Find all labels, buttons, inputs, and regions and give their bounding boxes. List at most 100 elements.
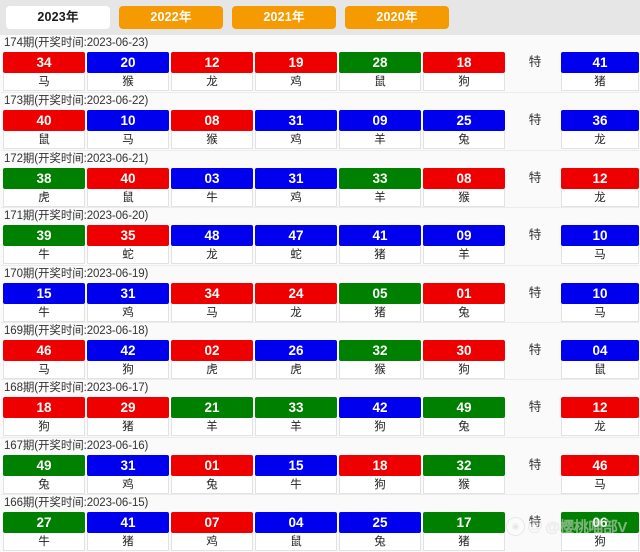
- draw-ball: 05 猪: [339, 282, 421, 323]
- ball-number: 39: [3, 225, 85, 247]
- special-ball: 06 狗: [561, 512, 639, 552]
- ball-zodiac: 羊: [339, 131, 421, 150]
- ball-zodiac: 龙: [255, 303, 337, 322]
- ball-number: 32: [423, 454, 505, 476]
- ball-number: 47: [255, 225, 337, 247]
- ball-number: 31: [255, 110, 337, 132]
- ball-number: 08: [423, 167, 505, 189]
- draw-ball: 39 牛: [3, 225, 85, 265]
- special-separator-label: 特: [528, 285, 542, 300]
- draw-ball: 24 龙: [255, 282, 337, 323]
- draw-ball: 01 兔: [423, 282, 505, 323]
- ball-number: 01: [171, 454, 253, 476]
- draw-ball: 17 猪: [423, 512, 505, 552]
- draw-period-title: 170期(开奖时间:2023-06-19): [4, 267, 149, 280]
- special-ball-zodiac: 马: [561, 475, 639, 494]
- draw-ball: 18 狗: [423, 52, 505, 92]
- draw-ball: 46 马: [3, 339, 85, 380]
- draw-ball: 32 猴: [423, 454, 505, 495]
- draw-period-title: 173期(开奖时间:2023-06-22): [4, 95, 149, 108]
- special-ball-zodiac: 马: [561, 246, 639, 265]
- special-ball-number: 46: [561, 454, 639, 476]
- ball-zodiac: 猴: [171, 131, 253, 150]
- ball-number: 17: [423, 512, 505, 534]
- year-tab-2020[interactable]: 2020年: [345, 6, 449, 29]
- draw-row: 167期(开奖时间:2023-06-16) 49 兔 31 鸡 01 兔 15 牛 18 狗 32 猴特…: [1, 436, 639, 495]
- ball-zodiac: 蛇: [255, 246, 337, 265]
- draw-ball: 15 牛: [255, 454, 337, 495]
- draw-ball: 31 鸡: [87, 454, 169, 495]
- ball-zodiac: 羊: [171, 418, 253, 437]
- ball-zodiac: 猪: [87, 533, 169, 552]
- draw-ball: 04 鼠: [255, 512, 337, 552]
- ball-number: 41: [87, 512, 169, 534]
- ball-number: 27: [3, 512, 85, 534]
- ball-zodiac: 鼠: [339, 73, 421, 91]
- special-ball: 46 马: [561, 454, 639, 495]
- draw-row: 170期(开奖时间:2023-06-19) 15 牛 31 鸡 34 马 24 龙 05 猪 01 兔特…: [1, 264, 639, 323]
- ball-number: 09: [339, 110, 421, 132]
- draw-ball: 08 猴: [423, 167, 505, 208]
- draw-number-strip: 46 马 42 狗 02 虎 26 虎 32 猴 30 狗特 04 鼠: [1, 339, 639, 380]
- ball-number: 01: [423, 282, 505, 304]
- draw-number-strip: 15 牛 31 鸡 34 马 24 龙 05 猪 01 兔特 10 马: [1, 282, 639, 323]
- draw-row: 169期(开奖时间:2023-06-18) 46 马 42 狗 02 虎 26 虎 32 猴 30 狗特…: [1, 321, 639, 380]
- draw-ball: 26 虎: [255, 339, 337, 380]
- ball-number: 38: [3, 167, 85, 189]
- special-ball-number: 10: [561, 282, 639, 304]
- ball-number: 08: [171, 110, 253, 132]
- ball-zodiac: 兔: [339, 533, 421, 552]
- draw-ball: 32 猴: [339, 339, 421, 380]
- draw-ball: 33 羊: [255, 397, 337, 437]
- draw-ball: 40 鼠: [87, 167, 169, 208]
- ball-number: 26: [255, 339, 337, 361]
- special-ball: 10 马: [561, 282, 639, 323]
- special-ball-zodiac: 马: [561, 303, 639, 322]
- draw-ball: 34 马: [171, 282, 253, 323]
- year-tab-2022[interactable]: 2022年: [119, 6, 223, 29]
- ball-zodiac: 羊: [423, 246, 505, 265]
- ball-number: 19: [255, 52, 337, 73]
- ball-zodiac: 鼠: [3, 131, 85, 150]
- ball-zodiac: 兔: [423, 418, 505, 437]
- draw-number-strip: 49 兔 31 鸡 01 兔 15 牛 18 狗 32 猴特 46 马: [1, 454, 639, 495]
- ball-zodiac: 狗: [339, 475, 421, 494]
- ball-zodiac: 鼠: [87, 188, 169, 207]
- ball-number: 07: [171, 512, 253, 534]
- special-separator-label: 特: [528, 228, 542, 243]
- year-tab-2021[interactable]: 2021年: [232, 6, 336, 29]
- ball-number: 05: [339, 282, 421, 304]
- draw-number-strip: 38 虎 40 鼠 03 牛 31 鸡 33 羊 08 猴 特 12 龙: [1, 167, 639, 208]
- draw-ball: 29 猪: [87, 397, 169, 437]
- special-ball-number: 04: [561, 339, 639, 361]
- year-tab-2023[interactable]: 2023年: [6, 6, 110, 29]
- draw-ball: 09 羊: [423, 225, 505, 265]
- special-ball-zodiac: 龙: [561, 418, 639, 437]
- ball-zodiac: 羊: [255, 418, 337, 437]
- ball-number: 25: [423, 110, 505, 132]
- draw-number-strip: 34 马 20 猴 12 龙 19 鸡 28 鼠 18 狗 特 41 猪: [1, 52, 639, 92]
- ball-zodiac: 兔: [171, 475, 253, 494]
- ball-number: 18: [423, 52, 505, 73]
- draw-ball: 41 猪: [339, 225, 421, 265]
- special-ball: 41 猪: [561, 52, 639, 92]
- draw-ball: 18 狗: [3, 397, 85, 437]
- ball-number: 32: [339, 339, 421, 361]
- special-ball-number: 12: [561, 167, 639, 189]
- ball-zodiac: 马: [87, 131, 169, 150]
- special-ball: 36 龙: [561, 110, 639, 150]
- draw-ball: 03 牛: [171, 167, 253, 208]
- draw-ball: 34 马: [3, 52, 85, 92]
- draw-ball: 12 龙: [171, 52, 253, 92]
- draw-ball: 10 马: [87, 110, 169, 150]
- ball-zodiac: 马: [3, 73, 85, 91]
- ball-number: 40: [87, 167, 169, 189]
- special-ball-number: 36: [561, 110, 639, 132]
- draw-row: 173期(开奖时间:2023-06-22) 40 鼠 10 马 08 猴 31 鸡 09 羊 25 兔 特…: [1, 92, 639, 150]
- ball-zodiac: 虎: [3, 188, 85, 207]
- special-ball-zodiac: 龙: [561, 188, 639, 207]
- draw-ball: 01 兔: [171, 454, 253, 495]
- ball-number: 42: [87, 339, 169, 361]
- ball-zodiac: 猪: [339, 246, 421, 265]
